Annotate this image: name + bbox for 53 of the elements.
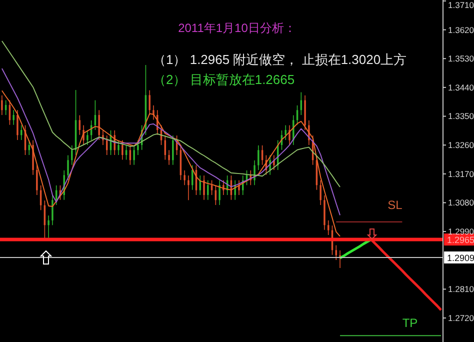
candlestick (12, 110, 14, 125)
candlestick (207, 180, 209, 200)
candlestick (327, 220, 330, 236)
line-series (1, 68, 341, 216)
y-tick-label: 1.3440 (448, 82, 474, 92)
candlestick (133, 145, 135, 165)
candlestick (71, 145, 73, 165)
candlestick (320, 180, 322, 205)
candlestick (304, 95, 306, 130)
annotation: （2） 目标暂放在1.2665 (153, 72, 295, 87)
candlestick (199, 175, 201, 196)
candlestick (203, 175, 205, 200)
y-tick-label: 1.3260 (448, 140, 474, 150)
candlestick (106, 135, 108, 155)
candlestick (16, 110, 18, 140)
candlestick (67, 155, 69, 180)
candlestick (168, 150, 170, 165)
candlestick (258, 145, 260, 170)
candlestick (191, 165, 194, 190)
candlestick (218, 180, 220, 205)
candlestick (20, 125, 22, 140)
y-tick-label: 1.3710 (448, 0, 474, 10)
annotation: TP (402, 316, 418, 330)
y-tick-label: 1.2810 (448, 284, 474, 294)
y-tick-label: 1.3620 (448, 24, 474, 35)
ref-line-label: 1.2909 (447, 252, 474, 263)
candlestick (98, 110, 100, 140)
annotation: （1） 1.2965 附近做空， 止损在1.3020上方 (153, 52, 407, 67)
ref-line-label: 1.2965 (447, 235, 474, 246)
candlestick (1, 95, 3, 115)
candlestick (32, 140, 34, 175)
candlestick (188, 175, 190, 200)
y-tick-label: 1.3530 (448, 54, 474, 64)
candlestick (284, 125, 286, 140)
candlestick (172, 135, 174, 165)
candlestick (122, 140, 124, 160)
candlestick (86, 130, 88, 146)
candlestick (324, 195, 326, 230)
y-tick-label: 1.3170 (448, 168, 474, 179)
candlestick (36, 165, 38, 196)
line-series (1, 90, 341, 237)
candlestick (184, 170, 186, 186)
candlestick (48, 216, 50, 238)
text: 2011年1月10日分析： (178, 21, 296, 35)
candlestick (28, 140, 30, 155)
candlestick (148, 90, 150, 115)
y-tick-label: 1.2720 (448, 312, 474, 323)
candlestick (335, 245, 338, 260)
line-series (1, 40, 341, 188)
y-tick-label: 1.3080 (448, 198, 474, 208)
candlestick (52, 195, 54, 226)
annotation: SL (388, 198, 403, 212)
y-tick-label: 1.3350 (448, 111, 474, 122)
